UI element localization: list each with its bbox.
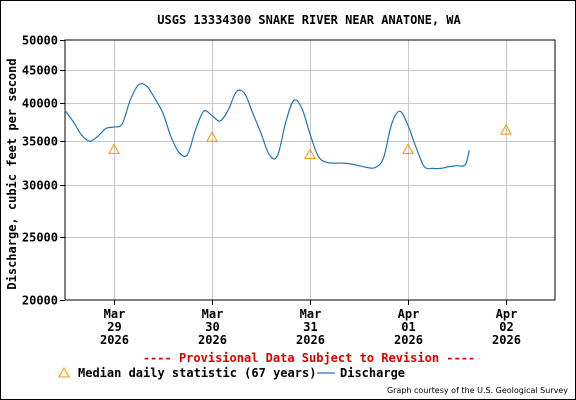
discharge-line [64, 82, 470, 170]
median-marker [108, 143, 120, 154]
x-tick-label: 2026 [394, 333, 423, 347]
legend-median-label: Median daily statistic (67 years) [78, 366, 316, 380]
y-tick-label: 35000 [22, 135, 58, 149]
x-tick-label: 2026 [296, 333, 325, 347]
usgs-credit: Graph courtesy of the U.S. Geological Su… [387, 386, 568, 395]
y-tick-label: 30000 [22, 179, 58, 193]
x-tick-label: 29 [107, 320, 121, 334]
x-tick-label: Mar [300, 307, 322, 321]
legend-discharge-label: Discharge [340, 366, 405, 380]
x-axis-ticks: Mar292026Mar302026Mar312026Apr012026Apr0… [100, 300, 521, 347]
y-tick-label: 25000 [22, 231, 58, 245]
x-tick-label: 31 [303, 320, 317, 334]
y-tick-label: 40000 [22, 97, 58, 111]
chart-title: USGS 13334300 SNAKE RIVER NEAR ANATONE, … [157, 13, 461, 27]
median-marker [304, 148, 316, 159]
x-tick-label: Mar [202, 307, 224, 321]
grid-layer [65, 40, 555, 300]
x-tick-label: 2026 [492, 333, 521, 347]
y-tick-label: 50000 [22, 34, 58, 48]
legend: Median daily statistic (67 years) Discha… [58, 366, 405, 380]
median-marker [206, 131, 218, 142]
x-tick-label: Apr [496, 307, 518, 321]
x-tick-label: 30 [205, 320, 219, 334]
legend-median-marker [58, 366, 70, 378]
y-tick-label: 45000 [22, 64, 58, 78]
x-tick-label: Apr [398, 307, 420, 321]
median-marker [500, 124, 512, 135]
x-tick-label: 2026 [100, 333, 129, 347]
y-axis-label: Discharge, cubic feet per second [5, 58, 19, 289]
provisional-notice: ---- Provisional Data Subject to Revisio… [143, 351, 475, 365]
median-marker [402, 143, 414, 154]
x-tick-label: Mar [104, 307, 126, 321]
y-axis-ticks: 20000 25000 30000 35000 40000 45000 50000 [22, 34, 65, 308]
x-tick-label: 02 [499, 320, 513, 334]
x-tick-label: 01 [401, 320, 415, 334]
y-tick-label: 20000 [22, 294, 58, 308]
x-tick-label: 2026 [198, 333, 227, 347]
series-layer [64, 82, 512, 170]
